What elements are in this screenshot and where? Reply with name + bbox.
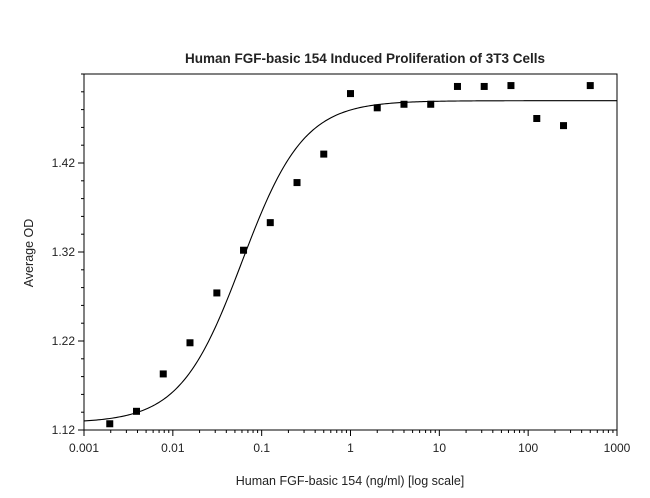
data-point [347, 90, 354, 98]
data-point [320, 150, 328, 158]
y-tick-label: 1.12 [52, 423, 76, 437]
x-axis-label: Human FGF-basic 154 (ng/ml) [log scale] [236, 474, 465, 488]
data-point [560, 122, 568, 130]
y-axis-label: Average OD [22, 219, 36, 288]
x-tick-label: 10 [433, 441, 447, 455]
x-axis-ticks: 0.001 0.01 0.1 1 10 100 1000 [69, 430, 631, 455]
y-axis-ticks: 1.12 1.22 1.32 1.42 [52, 73, 84, 437]
y-tick-label: 1.42 [52, 156, 76, 170]
data-point [453, 82, 461, 90]
data-point [293, 179, 301, 187]
data-point [480, 82, 488, 90]
x-tick-label: 1 [347, 441, 354, 455]
data-point [586, 82, 594, 90]
x-tick-label: 0.1 [253, 441, 270, 455]
y-tick-label: 1.32 [52, 245, 76, 259]
data-point [106, 420, 114, 428]
fit-curve [83, 100, 617, 422]
data-point [507, 82, 515, 90]
x-tick-label: 100 [518, 441, 538, 455]
data-point [373, 104, 381, 112]
data-point [133, 407, 141, 415]
data-point [400, 100, 408, 108]
data-point [186, 339, 194, 347]
x-tick-label: 1000 [604, 441, 631, 455]
x-tick-label: 0.001 [69, 441, 99, 455]
data-point [533, 115, 541, 122]
data-points [106, 82, 594, 428]
y-tick-label: 1.22 [52, 334, 76, 348]
chart-title: Human FGF-basic 154 Induced Proliferatio… [185, 51, 545, 66]
data-point [213, 289, 221, 297]
data-point [427, 100, 435, 108]
data-point [266, 219, 274, 227]
data-point [159, 370, 167, 378]
data-point [240, 246, 248, 254]
x-tick-label: 0.01 [161, 441, 185, 455]
